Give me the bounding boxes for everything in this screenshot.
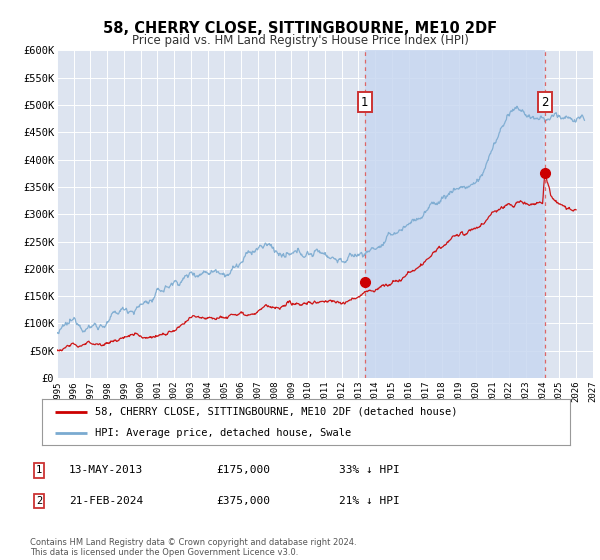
Text: 2: 2 [541, 96, 548, 109]
Text: £175,000: £175,000 [216, 465, 270, 475]
Text: 1: 1 [36, 465, 42, 475]
Text: 58, CHERRY CLOSE, SITTINGBOURNE, ME10 2DF: 58, CHERRY CLOSE, SITTINGBOURNE, ME10 2D… [103, 21, 497, 36]
Text: 1: 1 [361, 96, 368, 109]
Bar [365, 50, 545, 378]
Text: 2: 2 [36, 496, 42, 506]
Text: HPI: Average price, detached house, Swale: HPI: Average price, detached house, Swal… [95, 428, 351, 438]
Text: 13-MAY-2013: 13-MAY-2013 [69, 465, 143, 475]
Text: 21-FEB-2024: 21-FEB-2024 [69, 496, 143, 506]
Text: 58, CHERRY CLOSE, SITTINGBOURNE, ME10 2DF (detached house): 58, CHERRY CLOSE, SITTINGBOURNE, ME10 2D… [95, 407, 457, 417]
Text: 21% ↓ HPI: 21% ↓ HPI [339, 496, 400, 506]
Text: Price paid vs. HM Land Registry's House Price Index (HPI): Price paid vs. HM Land Registry's House … [131, 34, 469, 46]
Text: Contains HM Land Registry data © Crown copyright and database right 2024.
This d: Contains HM Land Registry data © Crown c… [30, 538, 356, 557]
Text: 33% ↓ HPI: 33% ↓ HPI [339, 465, 400, 475]
Text: £375,000: £375,000 [216, 496, 270, 506]
